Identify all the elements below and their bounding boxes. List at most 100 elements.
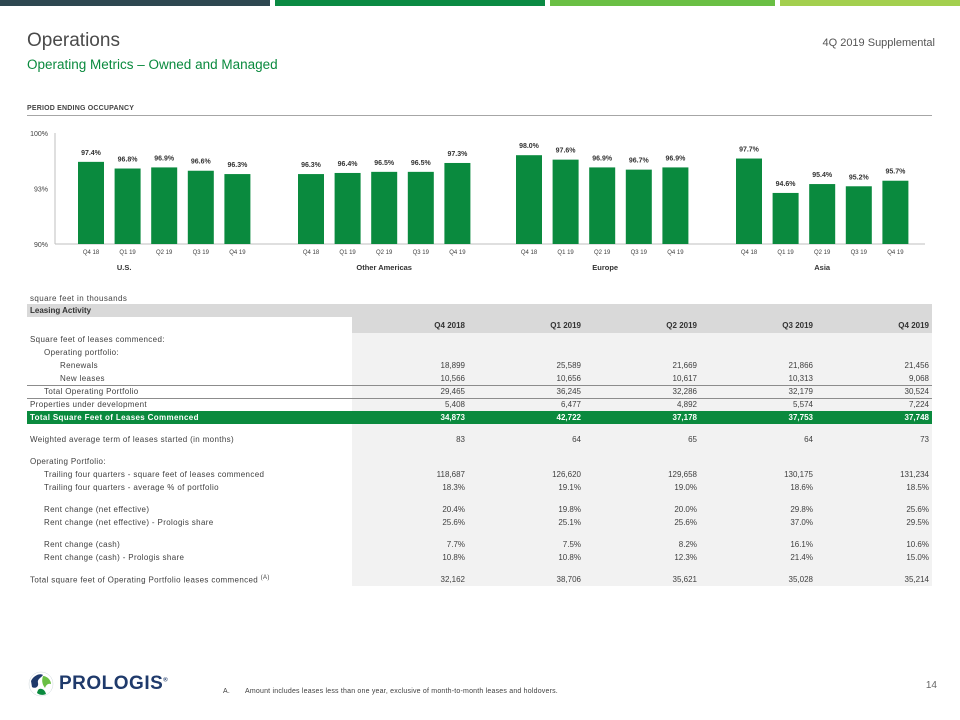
table-cell: 130,175 [700,468,816,481]
column-header: Q2 2019 [584,317,700,333]
column-header: Q3 2019 [700,317,816,333]
table-cell: 19.0% [584,481,700,494]
table-cell: 15.0% [816,551,932,564]
spacer-cell [700,494,816,503]
spacer-row [27,494,932,503]
table-cell: 7.7% [352,538,468,551]
section-header-row: Leasing Activity [27,304,932,317]
spacer-cell [468,424,584,433]
table-cell: 32,179 [700,385,816,399]
table-cell: 118,687 [352,468,468,481]
row-label-text: New leases [60,373,105,383]
table-row: Trailing four quarters - average % of po… [27,481,932,494]
bar [444,162,471,244]
y-tick-label: 90% [34,242,48,249]
table-cell [816,455,932,468]
table-cell [584,455,700,468]
x-tick-label: Q3 19 [413,250,430,256]
table-row: Operating portfolio: [27,346,932,359]
leasing-activity-table: Leasing Activity Q4 2018 Q1 2019 Q2 2019 Q3 … [27,304,932,586]
bar-value-label: 96.9% [154,155,175,162]
column-header: Q4 2018 [352,317,468,333]
table-cell: 19.1% [468,481,584,494]
table-cell: 25.6% [584,516,700,529]
logo-text: PROLOGIS [59,673,164,694]
topbar-gap [545,0,550,6]
table-cell: 35,621 [584,573,700,586]
topbar-segment [0,0,270,6]
spacer-cell [27,529,352,538]
row-label-text: Renewals [60,361,98,370]
table-row: Weighted average term of leases started … [27,433,932,446]
table-cell: 7.5% [468,538,584,551]
bar-value-label: 95.4% [812,172,833,179]
table-cell: 129,658 [584,468,700,481]
table-cell [816,346,932,359]
spacer-row [27,529,932,538]
table-cell: 32,286 [584,385,700,399]
table-cell: 21,866 [700,359,816,372]
bar [845,186,872,244]
row-label-text: Operating portfolio: [44,348,120,357]
table-cell: 73 [816,433,932,446]
x-tick-label: Q3 19 [851,250,868,256]
table-cell [468,346,584,359]
table-cell: 36,245 [468,385,584,399]
x-tick-label: Q2 19 [594,250,611,256]
spacer-cell [584,564,700,573]
footnote-text: Amount includes leases less than one yea… [245,688,558,695]
x-tick-label: Q3 19 [631,250,648,256]
table-cell: 4,892 [584,398,700,411]
bar [552,159,579,244]
table-cell: 21.4% [700,551,816,564]
table-cell: 35,028 [700,573,816,586]
bar-value-label: 96.3% [301,162,322,169]
table-cell: 38,706 [468,573,584,586]
bar [516,155,542,244]
row-label: Total Square Feet of Leases Commenced [27,411,352,424]
table-row: Rent change (cash) - Prologis share 10.8%… [27,551,932,564]
table-row: Properties under development 5,408 6,477 4,… [27,398,932,411]
x-tick-label: Q4 18 [521,250,538,256]
spacer-cell [584,446,700,455]
table-row: Renewals 18,899 25,589 21,669 21,866 21,456 [27,359,932,372]
table-cell: 16.1% [700,538,816,551]
bar [224,174,251,244]
table-cell: 18.5% [816,481,932,494]
bar [298,174,324,244]
bar [407,171,434,244]
table-cell: 25,589 [468,359,584,372]
page-title: Operations [27,30,120,51]
header-spacer [27,317,352,333]
topbar-segment [780,0,960,6]
topbar-gap [775,0,780,6]
table-cell: 29,465 [352,385,468,399]
section-divider [27,115,932,116]
leasing-table-container: Leasing Activity Q4 2018 Q1 2019 Q2 2019 Q3 … [27,304,932,586]
table-row: Rent change (cash) 7.7% 7.5% 8.2% 16.1% 10.6% [27,538,932,551]
topbar-segment [275,0,545,6]
row-label-text: Weighted average term of leases started … [30,435,235,444]
bar [625,169,652,244]
row-label: Rent change (cash) - Prologis share [27,551,352,564]
row-label-text: Square feet of leases commenced: [30,335,165,344]
group-label: Europe [592,263,618,272]
spacer-cell [352,564,468,573]
table-cell: 37,753 [700,411,816,424]
section-title: Leasing Activity [27,304,932,317]
table-cell: 10.6% [816,538,932,551]
bar [187,170,214,244]
bar-value-label: 96.6% [191,159,212,166]
spacer-cell [468,494,584,503]
bar [114,168,141,244]
row-label-text: Rent change (cash) - Prologis share [44,553,185,562]
table-cell: 65 [584,433,700,446]
table-cell: 12.3% [584,551,700,564]
x-tick-label: Q2 19 [814,250,831,256]
table-cell: 35,214 [816,573,932,586]
x-tick-label: Q4 19 [229,250,246,256]
x-tick-label: Q1 19 [557,250,574,256]
spacer-cell [584,424,700,433]
y-tick-label: 100% [30,131,48,138]
table-cell: 8.2% [584,538,700,551]
